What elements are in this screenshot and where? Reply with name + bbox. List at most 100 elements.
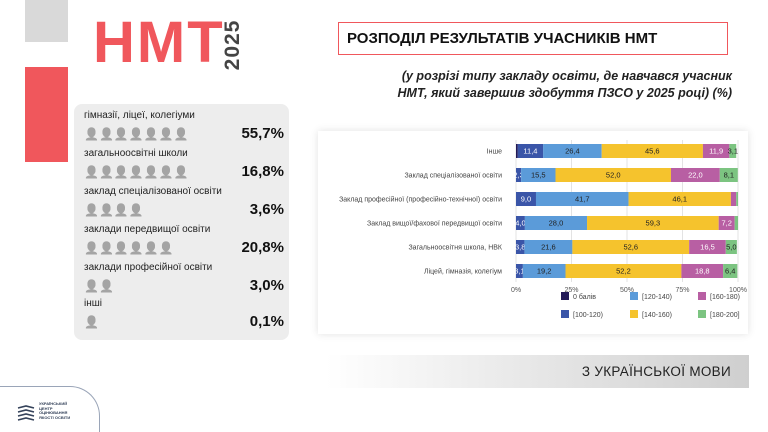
subtitle-line-1: (у розрізі типу закладу освіти, де навча…: [401, 69, 732, 83]
bar-segment: [516, 144, 518, 158]
person-icon: 👤: [173, 164, 189, 179]
bar-segment: [734, 216, 738, 230]
bar-segment: [524, 216, 588, 230]
bar-segment: [572, 240, 690, 254]
stat-label: гімназії, ліцеї, колегіуми: [84, 110, 195, 121]
data-label: 59,3: [646, 219, 661, 228]
bar-segment: [543, 144, 602, 158]
logo-line: ЯКОСТІ ОСВІТИ: [39, 414, 71, 420]
person-icon: 👤: [84, 314, 99, 329]
person-icon: 👤: [84, 164, 99, 179]
data-label: 21,6: [541, 243, 556, 252]
logo-line: ЦЕНТР: [39, 405, 53, 411]
data-label: 19,2: [537, 267, 552, 276]
data-label: 52,0: [606, 171, 621, 180]
data-label: 28,0: [549, 219, 564, 228]
data-label: 41,7: [575, 195, 590, 204]
subtitle-line-2: НМТ, який завершив здобуття ПЗСО у 2025 …: [397, 86, 732, 100]
bar-segment: [628, 192, 731, 206]
data-label: 18,8: [695, 267, 710, 276]
bar-segment: [522, 264, 566, 278]
logo-text: УКРАЇНСЬКИЙ ЦЕНТР ОЦІНЮВАННЯ ЯКОСТІ ОСВІ…: [39, 401, 81, 420]
stat-item: гімназії, ліцеї, колегіуми 👤👤👤👤👤👤👤 55,7%: [84, 110, 284, 144]
decor-gray-block: [25, 0, 68, 42]
bar-segment: [718, 216, 735, 230]
category-label: Загальноосвітня школа, НВК: [408, 244, 502, 252]
person-icon: 👤: [113, 202, 129, 217]
stat-label: заклади професійної освіти: [84, 262, 213, 273]
person-icon: 👤: [173, 126, 189, 141]
brand-title: НМТ: [93, 10, 225, 75]
person-icon: 👤: [98, 126, 114, 141]
legend-label: [100-120): [573, 312, 603, 319]
ucoyo-logo-icon: [17, 405, 35, 421]
person-icon: 👤: [84, 126, 99, 141]
people-icons: 👤👤👤👤: [84, 199, 144, 220]
person-icon: 👤: [113, 164, 129, 179]
person-icon: 👤: [84, 278, 99, 293]
bar-segment: [516, 240, 525, 254]
person-icon: 👤: [84, 240, 99, 255]
legend-swatch: [698, 292, 706, 300]
person-icon: 👤: [98, 202, 114, 217]
data-label: 9,0: [521, 195, 531, 204]
decor-red-block: [25, 67, 68, 162]
x-tick-label: 0%: [511, 287, 521, 294]
page-title: РОЗПОДІЛ РЕЗУЛЬТАТІВ УЧАСНИКІВ НМТ: [338, 22, 728, 55]
bar-segment: [516, 216, 525, 230]
data-label: 15,5: [531, 171, 546, 180]
stats-panel: гімназії, ліцеї, колегіуми 👤👤👤👤👤👤👤 55,7% …: [74, 104, 289, 340]
bar-segment: [670, 168, 720, 182]
people-icons: 👤👤: [84, 275, 114, 296]
chart-svg: 0% 25% 50% 75% 100% Інше 11,4 26,4 45,6 11,9 3,1 За…: [339, 140, 747, 319]
category-label: Заклад вищої/фахової передвищої освіти: [367, 220, 502, 228]
people-icons: 👤👤👤👤👤👤: [84, 237, 174, 258]
bar-segment: [723, 264, 738, 278]
stat-item: загальноосвітні школи 👤👤👤👤👤👤👤 16,8%: [84, 148, 284, 182]
data-label: 22,0: [688, 171, 703, 180]
x-tick-label: 75%: [675, 287, 689, 294]
bar-segment: [565, 264, 682, 278]
data-label: 11,4: [523, 147, 537, 156]
page-subtitle: (у розрізі типу закладу освіти, де навча…: [300, 68, 732, 102]
legend-label: [180-200]: [710, 312, 740, 319]
logo-line: ОЦІНЮВАННЯ: [39, 410, 68, 415]
category-label: Заклад спеціалізованої освіти: [404, 172, 502, 180]
legend-label: 0 балів: [573, 293, 596, 301]
person-icon: 👤: [98, 278, 114, 293]
data-label: 4,0: [515, 219, 525, 228]
data-label: 3,1: [514, 267, 524, 276]
bar-segment: [730, 192, 737, 206]
legend-label: [160-180): [710, 294, 740, 301]
stat-value: 0,1%: [249, 312, 284, 330]
bar-segment: [725, 240, 737, 254]
legend-swatch: [630, 310, 638, 318]
people-icons: 👤👤👤👤👤👤👤: [84, 123, 189, 144]
data-label: 5,0: [726, 243, 736, 252]
year-label: 2025: [213, 19, 253, 71]
data-label: 2,3: [513, 171, 523, 180]
bar-segment: [601, 144, 703, 158]
stat-label: заклад спеціалізованої освіти: [84, 186, 222, 197]
stat-label: заклади передвищої освіти: [84, 224, 211, 235]
legend-label: [140-160): [642, 312, 672, 319]
bar-segment: [729, 144, 737, 158]
legend-label: [120-140): [642, 294, 672, 301]
bar-segment: [521, 168, 556, 182]
subject-banner: З УКРАЇНСЬКОЇ МОВИ: [326, 355, 749, 388]
stat-label: інші: [84, 298, 102, 309]
x-tick-label: 100%: [729, 287, 747, 294]
bar-segment: [719, 168, 738, 182]
stat-item: заклади професійної освіти 👤👤 3,0%: [84, 262, 284, 296]
person-icon: 👤: [113, 126, 129, 141]
data-label: 3,8: [515, 243, 525, 252]
person-icon: 👤: [158, 240, 174, 255]
year-text: 2025: [221, 19, 244, 71]
data-label: 45,6: [645, 147, 660, 156]
bar-segment: [736, 192, 738, 206]
data-label: 46,1: [672, 195, 687, 204]
people-icons: 👤👤👤👤👤👤👤: [84, 161, 189, 182]
data-label: 52,6: [623, 243, 638, 252]
stat-item: заклад спеціалізованої освіти 👤👤👤👤 3,6%: [84, 186, 284, 220]
person-icon: 👤: [143, 126, 159, 141]
